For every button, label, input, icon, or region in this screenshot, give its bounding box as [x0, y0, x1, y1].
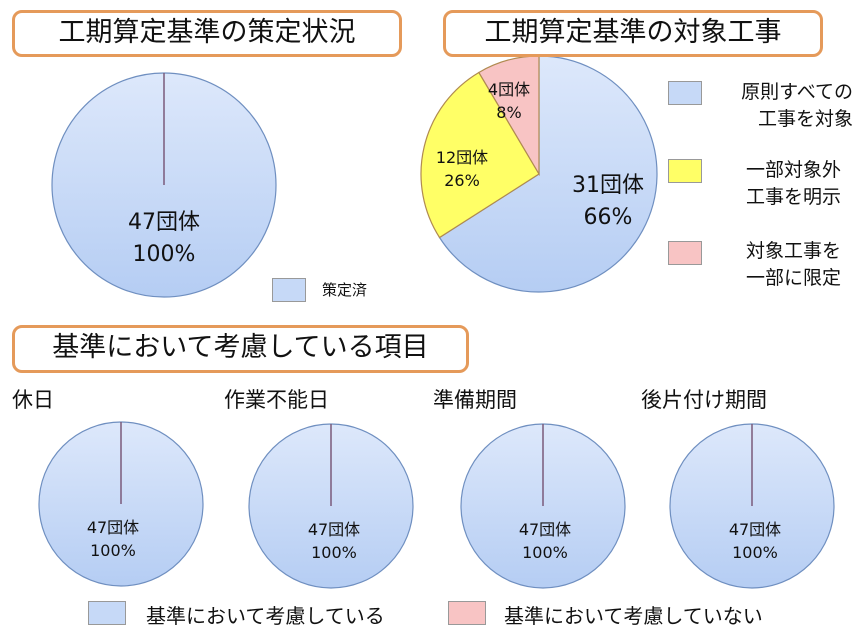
pct: 66% — [583, 205, 633, 230]
count: 47団体 — [128, 210, 200, 235]
pie2-label-pink: 4団体 8% — [474, 78, 544, 124]
legend-all: 原則すべての工事を対象 — [741, 79, 853, 133]
line: 一部に限定 — [745, 267, 841, 289]
count: 12団体 — [435, 148, 489, 167]
pct: 26% — [444, 171, 480, 190]
title-items: 基準において考慮している項目 — [12, 325, 469, 373]
line: 工事を明示 — [745, 186, 841, 208]
count: 47団体 — [518, 520, 572, 539]
label-cleanup: 後片付け期間 — [641, 388, 767, 412]
line: 一部対象外 — [745, 159, 841, 181]
pie1-label: 47団体 100% — [114, 207, 214, 271]
legend-swatch-done — [272, 278, 306, 302]
line: 工事を対象 — [757, 108, 853, 130]
legend-partial-excluded: 一部対象外工事を明示 — [746, 157, 841, 211]
pie-cleanup-label: 47団体 100% — [705, 518, 805, 564]
label-holidays: 休日 — [12, 388, 54, 412]
pct: 100% — [311, 543, 357, 562]
count: 47団体 — [307, 520, 361, 539]
label-preparation: 準備期間 — [433, 388, 517, 412]
legend-limited: 対象工事を一部に限定 — [746, 238, 841, 292]
pct: 100% — [522, 543, 568, 562]
pct: 100% — [732, 543, 778, 562]
pct: 100% — [90, 541, 136, 560]
legend-swatch-limited — [668, 241, 702, 265]
line: 対象工事を — [745, 240, 841, 262]
count: 47団体 — [86, 518, 140, 537]
legend-considered: 基準において考慮している — [146, 604, 385, 628]
label-nonworking-days: 作業不能日 — [224, 388, 329, 412]
pie-preparation-label: 47団体 100% — [495, 518, 595, 564]
legend-swatch-considered — [88, 601, 126, 625]
pct: 8% — [496, 103, 522, 122]
pie-slice — [420, 71, 540, 239]
line: 原則すべての — [741, 81, 853, 103]
pct: 100% — [132, 242, 196, 267]
legend-swatch-not-considered — [448, 601, 486, 625]
pie2-label-blue: 31団体 66% — [558, 170, 658, 234]
legend-done: 策定済 — [322, 281, 368, 299]
count: 4団体 — [487, 80, 531, 99]
count: 31団体 — [572, 173, 644, 198]
count: 47団体 — [728, 520, 782, 539]
pie-holidays-label: 47団体 100% — [63, 516, 163, 562]
legend-swatch-all — [668, 81, 702, 105]
pie-nonworking-label: 47団体 100% — [284, 518, 384, 564]
pie2-label-yellow: 12団体 26% — [422, 146, 502, 192]
legend-swatch-partial-excluded — [668, 159, 702, 183]
title-target: 工期算定基準の対象工事 — [443, 10, 823, 57]
pie-slice — [438, 55, 658, 293]
legend-not-considered: 基準において考慮していない — [504, 604, 763, 628]
title-status: 工期算定基準の策定状況 — [12, 10, 402, 57]
